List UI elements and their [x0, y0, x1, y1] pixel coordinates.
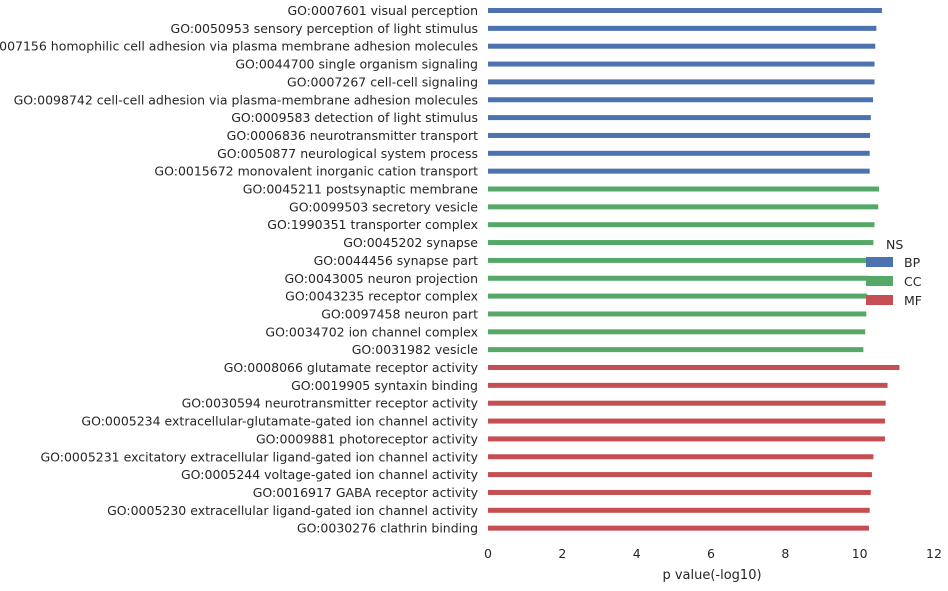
- legend-title: NS: [886, 237, 903, 252]
- category-labels: GO:0007601 visual perception GO:0050953 s…: [0, 3, 479, 536]
- category-label: GO:0043005 neuron projection: [284, 271, 478, 286]
- x-tick-label: 4: [633, 546, 641, 561]
- bar-mf: [488, 489, 871, 495]
- legend: NS BP CC MF: [866, 237, 922, 308]
- bar-bp: [488, 8, 882, 13]
- category-label: GO:0034702 ion channel complex: [265, 324, 478, 339]
- bar-bp: [488, 115, 871, 121]
- bars-layer: [488, 8, 900, 531]
- bar-mf: [488, 454, 874, 460]
- bar-mf: [488, 365, 900, 370]
- bar-cc: [488, 311, 867, 317]
- category-label: GO:0044700 single organism signaling: [235, 57, 478, 72]
- category-label: GO:0097458 neuron part: [321, 306, 478, 321]
- category-label: GO:0007156 homophilic cell adhesion via …: [0, 39, 478, 54]
- bar-bp: [488, 61, 875, 67]
- category-label: GO:0007601 visual perception: [287, 3, 478, 18]
- bar-cc: [488, 257, 871, 263]
- category-label: GO:0045211 postsynaptic membrane: [243, 182, 479, 197]
- x-tick-label: 8: [781, 546, 789, 561]
- category-label: GO:0009583 detection of light stimulus: [231, 110, 478, 125]
- category-label: GO:0030594 neurotransmitter receptor act…: [182, 396, 479, 411]
- x-axis-ticks: 0 2 4 6 8 10 12: [484, 546, 942, 561]
- bar-cc: [488, 293, 868, 299]
- category-label: GO:0030276 clathrin binding: [297, 521, 478, 536]
- category-label: GO:0099503 secretory vesicle: [289, 199, 478, 214]
- bar-bp: [488, 25, 877, 31]
- category-label: GO:0005230 extracellular ligand-gated io…: [107, 503, 479, 518]
- x-tick-label: 2: [558, 546, 566, 561]
- legend-label-cc: CC: [904, 274, 922, 289]
- category-label: GO:0005231 excitatory extracellular liga…: [40, 449, 478, 464]
- bar-cc: [488, 347, 864, 353]
- category-label: GO:0008066 glutamate receptor activity: [224, 360, 479, 375]
- bar-mf: [488, 472, 872, 478]
- bar-bp: [488, 79, 875, 85]
- category-label: GO:0043235 receptor complex: [285, 289, 478, 304]
- bar-cc: [488, 240, 874, 246]
- bar-cc: [488, 275, 869, 281]
- category-label: GO:0006836 neurotransmitter transport: [227, 128, 478, 143]
- bar-mf: [488, 382, 888, 388]
- category-label: GO:0045202 synapse: [343, 235, 478, 250]
- bar-mf: [488, 400, 886, 406]
- category-label: GO:0050953 sensory perception of light s…: [171, 21, 478, 36]
- bar-bp: [488, 97, 874, 103]
- bar-cc: [488, 329, 866, 335]
- legend-swatch-bp: [866, 257, 893, 267]
- category-label: GO:0015672 monovalent inorganic cation t…: [154, 164, 478, 179]
- category-label: GO:0005244 voltage-gated ion channel act…: [181, 467, 479, 482]
- bar-mf: [488, 436, 885, 442]
- legend-swatch-cc: [866, 276, 893, 286]
- bar-cc: [488, 204, 879, 210]
- bar-bp: [488, 43, 876, 49]
- category-label: GO:0009881 photoreceptor activity: [256, 431, 479, 446]
- category-label: GO:0044456 synapse part: [314, 253, 478, 268]
- bar-bp: [488, 168, 870, 174]
- x-axis-label: p value(-log10): [662, 568, 761, 583]
- bar-cc: [488, 186, 879, 192]
- bar-mf: [488, 507, 870, 513]
- bar-cc: [488, 222, 875, 228]
- legend-entries: BP CC MF: [866, 255, 922, 308]
- category-label: GO:0031982 vesicle: [352, 342, 479, 357]
- category-label: GO:0016917 GABA receptor activity: [253, 485, 479, 500]
- category-label: GO:1990351 transporter complex: [267, 217, 478, 232]
- x-tick-label: 12: [926, 546, 942, 561]
- bar-mf: [488, 418, 885, 424]
- category-label: GO:0050877 neurological system process: [217, 146, 478, 161]
- x-tick-label: 10: [852, 546, 868, 561]
- category-label: GO:0098742 cell-cell adhesion via plasma…: [14, 92, 478, 107]
- x-tick-label: 0: [484, 546, 492, 561]
- legend-swatch-mf: [866, 295, 893, 305]
- category-label: GO:0005234 extracellular-glutamate-gated…: [81, 414, 478, 429]
- x-tick-label: 6: [707, 546, 715, 561]
- bar-mf: [488, 525, 869, 531]
- bar-bp: [488, 132, 871, 138]
- category-label: GO:0007267 cell-cell signaling: [287, 74, 478, 89]
- legend-label-bp: BP: [904, 255, 921, 270]
- category-label: GO:0019905 syntaxin binding: [291, 378, 478, 393]
- bar-bp: [488, 150, 870, 156]
- legend-label-mf: MF: [904, 293, 922, 308]
